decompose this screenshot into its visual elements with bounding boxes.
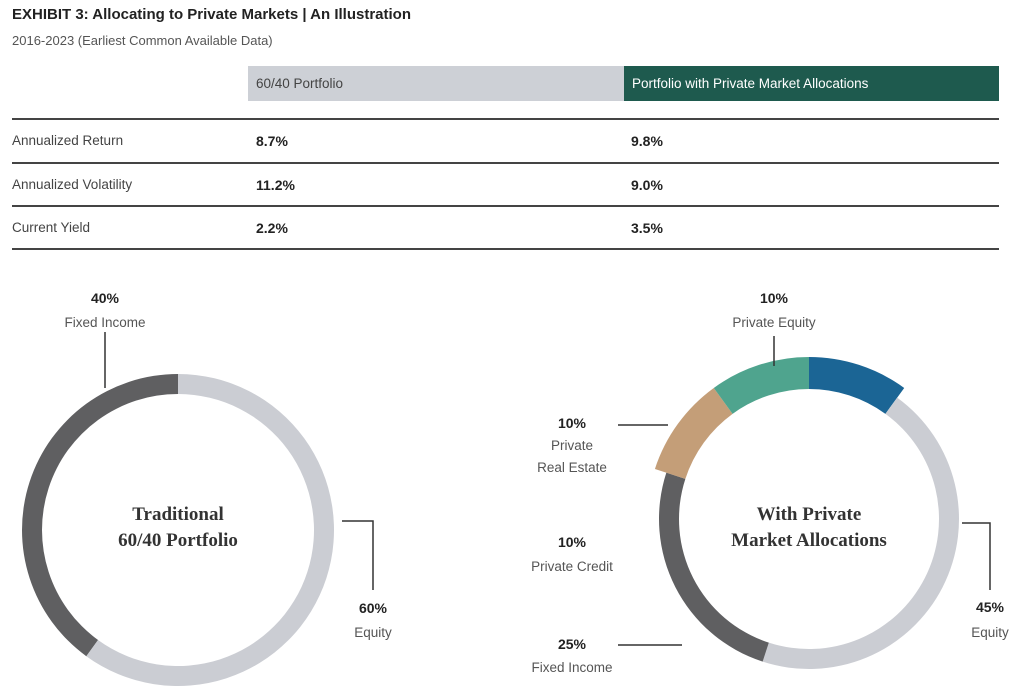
exhibit-subtitle: 2016-2023 (Earliest Common Available Dat… (12, 33, 273, 48)
slice-label-equity-pct: 60% (359, 600, 388, 616)
cell-return-private: 9.8% (631, 133, 663, 149)
column-header-60-40: 60/40 Portfolio (248, 66, 624, 101)
cell-yield-60-40: 2.2% (256, 220, 288, 236)
column-header-private-markets: Portfolio with Private Market Allocation… (624, 66, 999, 101)
cell-volatility-60-40: 11.2% (256, 177, 295, 193)
donut-slice-private-credit (654, 387, 733, 479)
donut-slice-fixed-income (659, 472, 769, 662)
donut-slice-private-real-estate (713, 357, 809, 414)
slice-label-fixed-income-pct: 25% (558, 636, 587, 652)
leader-line (342, 520, 374, 590)
slice-label-equity-name: Equity (971, 625, 1009, 640)
slice-label-private-credit-pct: 10% (558, 534, 587, 550)
cell-return-60-40: 8.7% (256, 133, 288, 149)
slice-label-equity-pct: 45% (976, 599, 1005, 615)
donut-traditional (22, 374, 335, 686)
slice-label-fixed-income-name: Fixed Income (531, 660, 612, 675)
row-label-annualized-volatility: Annualized Volatility (12, 177, 133, 192)
donut-slice-fixed-income (22, 374, 178, 657)
donut-slice-private-equity (809, 357, 905, 414)
exhibit-title: EXHIBIT 3: Allocating to Private Markets… (12, 6, 411, 23)
table-rule (12, 162, 999, 164)
row-label-current-yield: Current Yield (12, 220, 91, 235)
slice-label-private-real-estate-pct: 10% (558, 415, 587, 431)
slice-label-private-equity-pct: 10% (760, 290, 789, 306)
table-rule (12, 248, 999, 250)
leader-line (962, 522, 991, 590)
slice-label-private-real-estate-name-line1: Private (551, 438, 593, 453)
donut-slice-equity (762, 397, 959, 669)
row-label-annualized-return: Annualized Return (12, 133, 124, 148)
slice-label-fixed-income-pct: 40% (91, 290, 120, 306)
slice-label-equity-name: Equity (354, 625, 392, 640)
donut-center-title-line1: Traditional (132, 504, 224, 525)
donut-slice-equity (86, 374, 335, 686)
donut-center-title-line2: Market Allocations (731, 530, 887, 551)
slice-label-fixed-income-name: Fixed Income (64, 315, 145, 330)
donut-center-title-line1: With Private (757, 504, 862, 525)
cell-yield-private: 3.5% (631, 220, 663, 236)
table-rule (12, 118, 999, 120)
slice-label-private-equity-name: Private Equity (732, 315, 816, 330)
table-rule (12, 205, 999, 207)
cell-volatility-private: 9.0% (631, 177, 663, 193)
slice-label-private-credit-name: Private Credit (531, 559, 613, 574)
slice-label-private-real-estate-name-line2: Real Estate (537, 460, 607, 475)
donut-center-title-line2: 60/40 Portfolio (118, 530, 238, 551)
donut-private-markets (654, 357, 959, 669)
